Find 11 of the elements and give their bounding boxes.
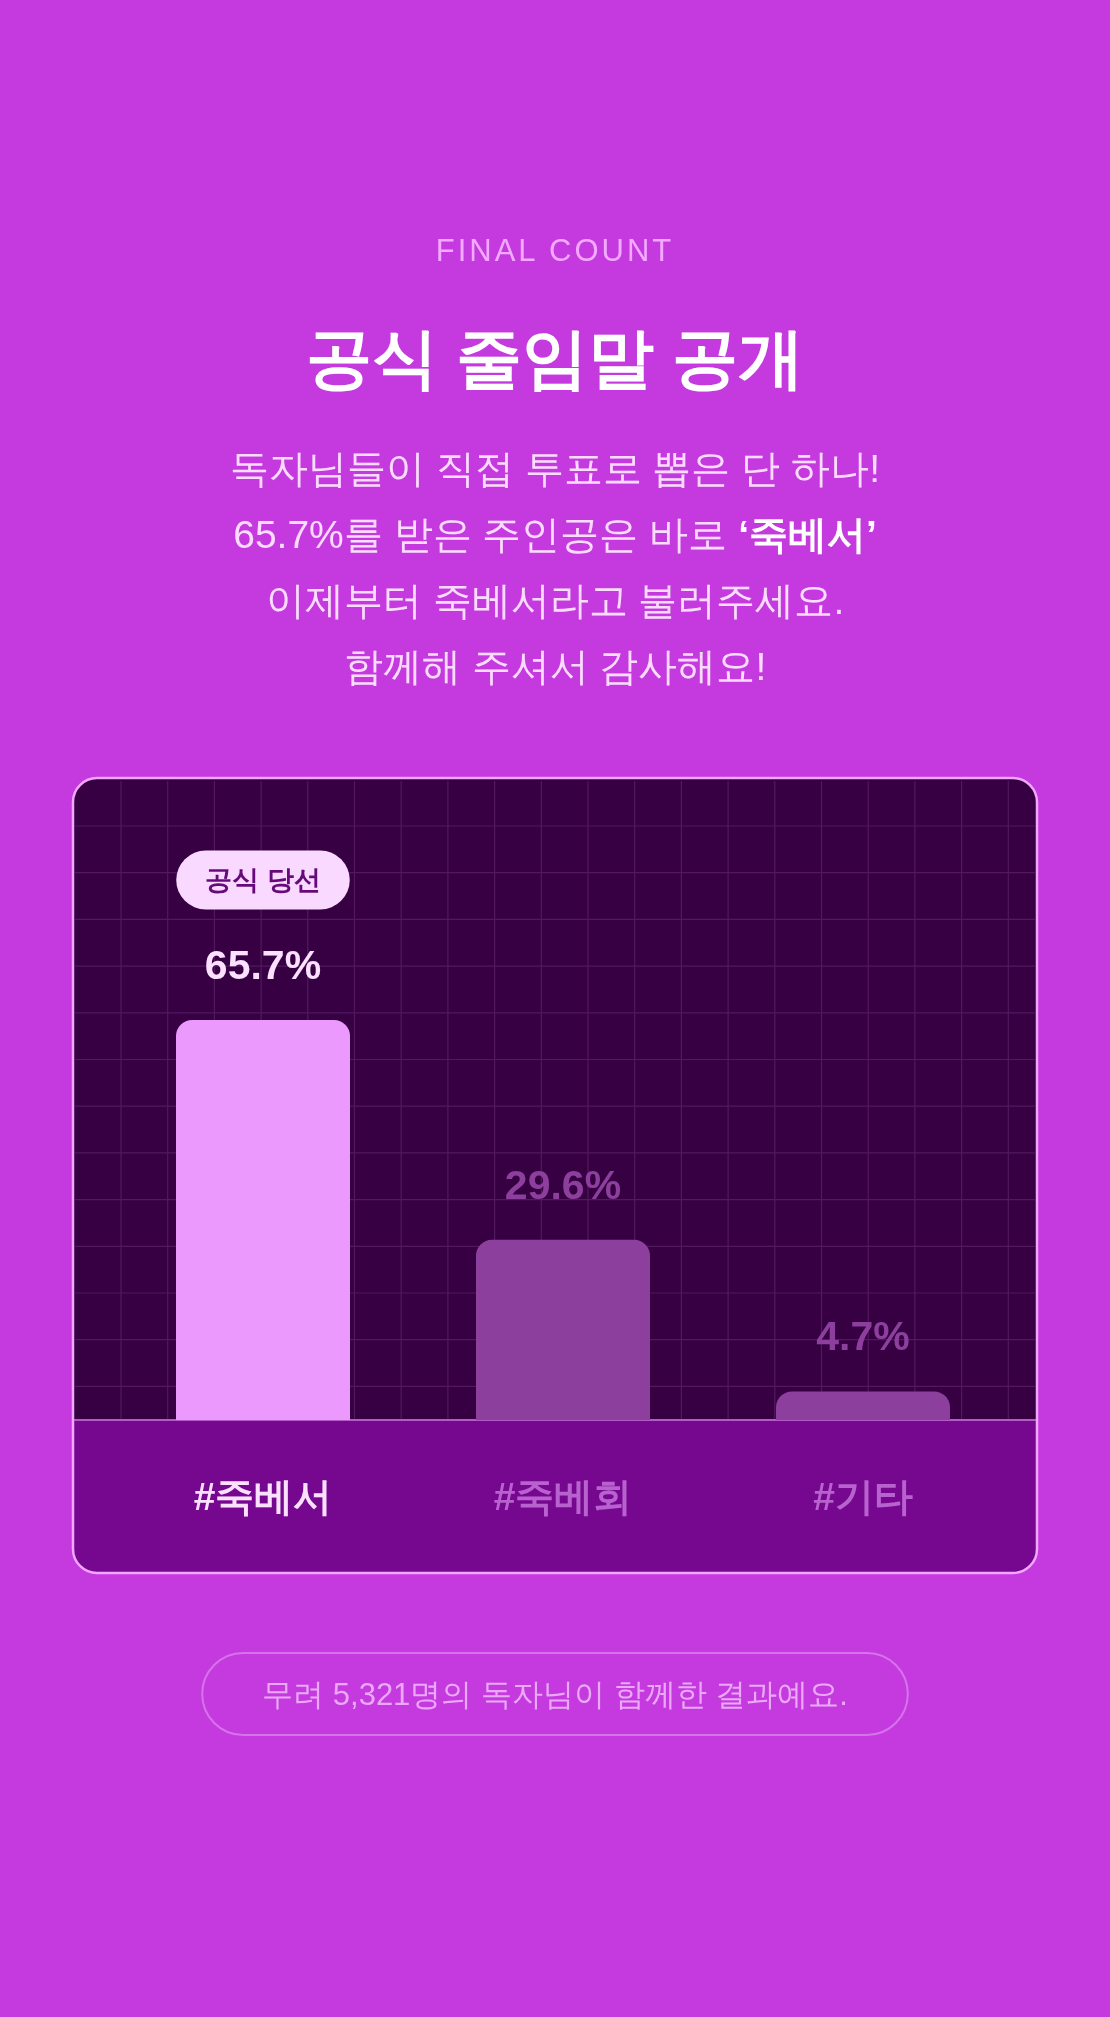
x-tick-label: #기타 <box>813 1474 913 1518</box>
text: 무려 5,321명의 독자님이 함께한 결과예요. <box>262 1676 848 1712</box>
chart-title: 공식 줄임말 공개 <box>305 321 805 395</box>
data-label: 4.7% <box>816 1313 910 1360</box>
chart-subtitle: 독자님들이 직접 투표로 뽑은 단 하나! 65.7%를 받은 주인공은 바로 ‘죽베서’ 이제부터 죽베서라고 불러주세요. 함께해 주셔서 감사해요! <box>229 446 881 688</box>
data-label: 65.7% <box>204 942 322 988</box>
x-tick-label: #죽베서 <box>193 1474 333 1518</box>
data-label: 29.6% <box>504 1161 622 1208</box>
text: FINAL COUNT <box>435 232 675 268</box>
text: 공식 당선 <box>205 865 321 895</box>
x-tick-label: #죽베회 <box>493 1474 633 1518</box>
